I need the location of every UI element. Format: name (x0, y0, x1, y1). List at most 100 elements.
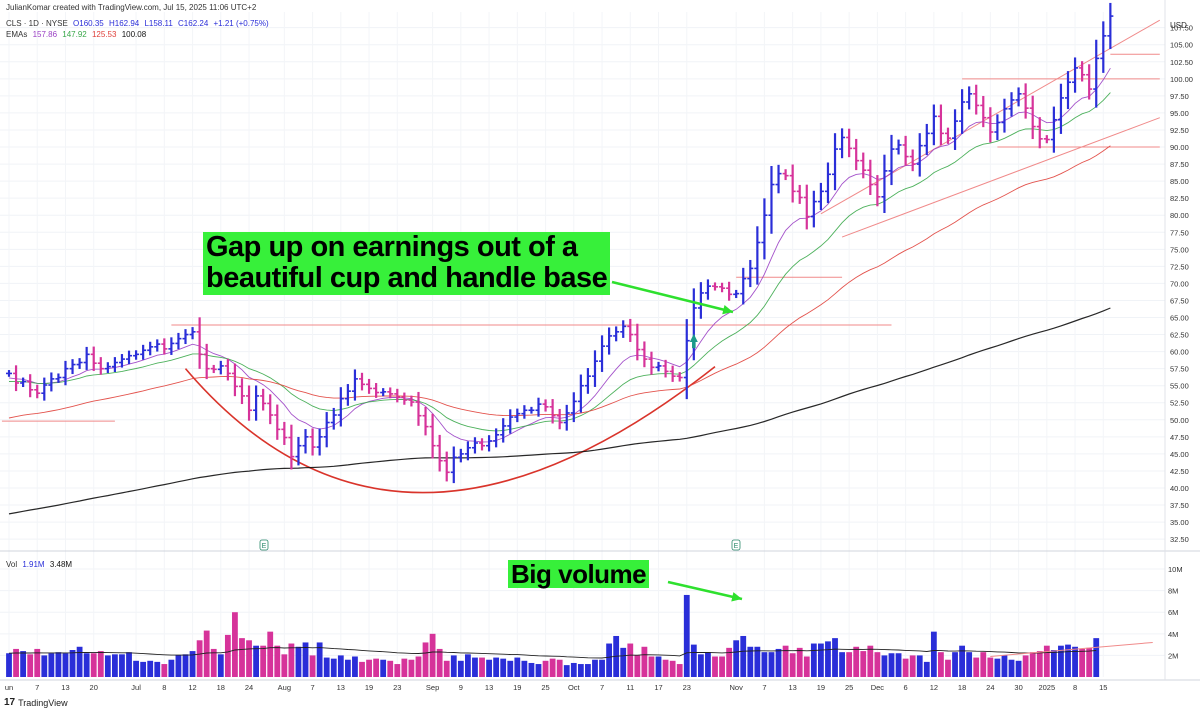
volume-bar (740, 635, 747, 677)
ema-value-4: 100.08 (121, 30, 147, 39)
ohlc-close: C162.24 (178, 19, 209, 28)
volume-bar (535, 664, 542, 677)
time-tick-label: 7 (310, 683, 314, 692)
volume-bar (987, 657, 994, 677)
volume-bar (450, 655, 457, 677)
price-tick-label: 45.00 (1170, 450, 1189, 459)
volume-bar (27, 654, 34, 677)
time-axis[interactable]: un 7 13 20 Jul 8 12 18 24 Aug 7 13 19 23 Sep 9 13 19 25 Oct… (5, 683, 1108, 692)
price-tick-label: 80.00 (1170, 211, 1189, 220)
volume-bar (246, 640, 252, 677)
volume-bar (274, 645, 281, 677)
volume-bar (330, 658, 337, 677)
volume-bar (973, 657, 980, 677)
volume-bar (288, 643, 295, 677)
volume-bar (13, 648, 19, 677)
price-tick-label: 60.00 (1170, 348, 1189, 357)
price-axis[interactable]: 32.50 35.00 37.50 40.00 42.50 45.00 47.50 50.00… (1168, 24, 1193, 661)
volume-bar (422, 642, 429, 677)
volume-bar (782, 645, 789, 677)
volume-bar (1058, 645, 1064, 677)
volume-bar (479, 657, 485, 677)
volume-bar (486, 659, 492, 677)
time-tick-label: 25 (845, 683, 853, 692)
volume-bar (549, 658, 556, 677)
ema-value-3: 125.53 (91, 30, 117, 39)
price-tick-label: 105.00 (1170, 41, 1193, 50)
volume-bar (344, 659, 351, 677)
volume-bar (556, 659, 563, 677)
tradingview-logo[interactable]: 17 TradingView (4, 697, 68, 708)
volume-bar (1079, 648, 1086, 677)
volume-bar (895, 653, 902, 677)
time-tick-label: 15 (1099, 683, 1107, 692)
volume-bar (669, 660, 676, 677)
time-tick-label: 23 (393, 683, 401, 692)
time-tick-label: 18 (958, 683, 966, 692)
volume-bar (542, 660, 549, 677)
volume-bar (147, 660, 154, 677)
time-tick-label: Oct (568, 683, 581, 692)
price-tick-label: 35.00 (1170, 518, 1189, 527)
volume-bar (789, 653, 796, 677)
volume-bar (309, 655, 316, 677)
volume-bar (6, 653, 12, 677)
arrow-head (722, 304, 733, 315)
volume-bar (1086, 647, 1093, 677)
volume-bar (719, 656, 725, 677)
time-tick-label: 9 (459, 683, 463, 692)
volume-bar (909, 655, 916, 677)
volume-bar (443, 660, 450, 677)
ema-legend-row[interactable]: EMAs 157.86 147.92 125.53 100.08 (6, 30, 149, 39)
volume-bar (182, 654, 189, 677)
gap-up-annotation: Gap up on earnings out of a beautiful cu… (203, 231, 611, 295)
volume-bar (408, 659, 415, 677)
time-tick-label: Dec (871, 683, 885, 692)
time-tick-label: 7 (762, 683, 766, 692)
price-tick-label: 40.00 (1170, 484, 1189, 493)
volume-bar (733, 640, 740, 677)
volume-bar (76, 646, 83, 677)
ema-line-200 (8, 307, 1111, 515)
price-tick-label: 100.00 (1170, 75, 1193, 84)
price-tick-label: 42.50 (1170, 467, 1189, 476)
time-tick-label: 12 (930, 683, 938, 692)
volume-bar (507, 660, 514, 677)
time-tick-label: 13 (788, 683, 796, 692)
price-tick-label: 72.50 (1170, 262, 1189, 271)
time-tick-label: 7 (600, 683, 604, 692)
time-tick-label: Sep (426, 683, 439, 692)
volume-bar (90, 653, 97, 677)
price-tick-label: 32.50 (1170, 535, 1189, 544)
volume-bar (1043, 645, 1050, 677)
overlay-lines (1, 19, 1161, 422)
volume-bar (203, 630, 210, 677)
volume-bar (634, 655, 641, 677)
volume-bar (747, 646, 754, 677)
time-tick-label: 6 (904, 683, 908, 692)
ema-value-2: 147.92 (62, 30, 87, 39)
volume-bar (676, 664, 683, 677)
volume-legend-row[interactable]: Vol 1.91M 3.48M (6, 560, 75, 569)
volume-bar (436, 648, 443, 677)
volume-bar (994, 658, 1001, 677)
time-tick-label: un (5, 683, 13, 692)
volume-bar (168, 659, 175, 677)
price-tick-label: 82.50 (1170, 194, 1189, 203)
volume-tick-label: 8M (1168, 587, 1178, 596)
symbol-label[interactable]: CLS · 1D · NYSE (6, 19, 68, 28)
price-tick-label: 87.50 (1170, 160, 1189, 169)
price-tick-label: 47.50 (1170, 433, 1189, 442)
volume-bar (472, 657, 478, 677)
price-tick-label: 77.50 (1170, 228, 1189, 237)
volume-bar (592, 659, 598, 677)
volume-bar (267, 631, 274, 677)
volume-bar (662, 659, 669, 677)
volume-bar (768, 652, 775, 677)
volume-bar (754, 646, 761, 677)
big-volume-annotation: Big volume (508, 560, 650, 588)
time-tick-label: 8 (162, 683, 166, 692)
earnings-marker: E (731, 539, 741, 551)
time-tick-label: 11 (626, 683, 634, 692)
